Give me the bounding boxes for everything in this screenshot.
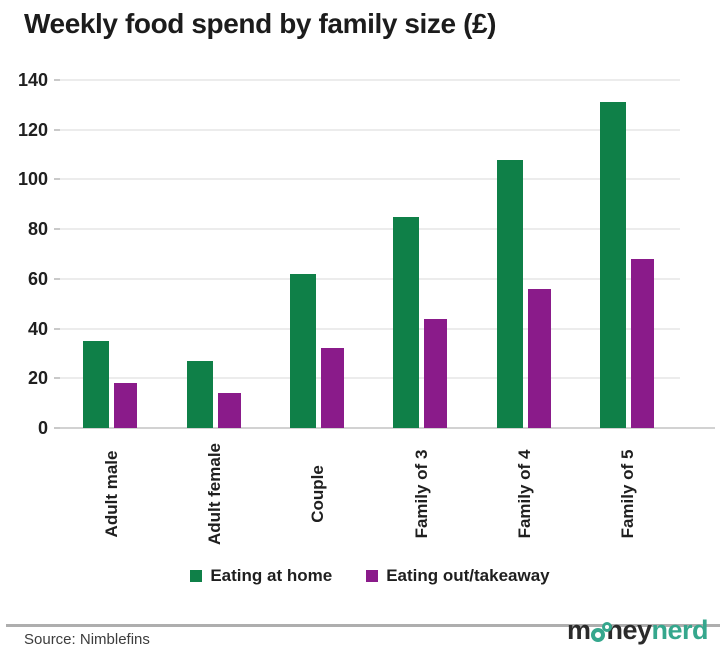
bar-eating-out-takeaway-family-of-4 [527,288,551,428]
y-axis-tick-20 [54,377,60,380]
bar-chart-plot-area: 0 20 40 60 80 100 120 140 Adult male Adult female… [17,70,715,546]
logo-text-nerd: nerd [651,615,708,645]
y-axis-label-80: 80 [27,219,48,240]
x-axis-label-text: Family of 5 [618,449,638,539]
bar-eating-out-takeaway-family-of-3 [424,318,448,428]
y-axis-tick-40 [54,327,60,330]
x-axis-label-text: Adult female [205,442,224,546]
x-axis-label-text: Couple [308,465,328,523]
legend-item-eating-out-takeaway: Eating out/takeaway [366,566,550,586]
gridline-y-120 [60,128,680,131]
legend-swatch-icon [366,570,379,582]
y-axis-label-40: 40 [27,318,48,339]
logo-text-m: m [566,615,591,645]
chart-legend: Eating at home Eating out/takeaway [60,566,680,586]
gridline-y-60 [60,277,680,280]
y-axis-label-20: 20 [27,368,48,389]
legend-item-eating-at-home: Eating at home [190,566,332,586]
bar-eating-out-takeaway-couple [320,348,344,428]
moneynerd-logo: m ney nerd [566,615,709,646]
y-axis-tick-140 [54,79,60,81]
x-axis-label-text: Family of 3 [411,449,431,539]
y-axis-label-140: 140 [17,70,48,90]
bar-eating-at-home-adult-female [186,360,213,428]
gridline-y-140 [60,79,680,81]
logo-text-ney: ney [606,615,652,645]
footer-divider [6,624,720,627]
source-attribution: Source: Nimblefins [24,631,150,648]
bar-eating-out-takeaway-adult-female [217,393,241,428]
y-axis-label-0: 0 [37,418,48,438]
x-axis-line [55,427,715,429]
y-axis-tick-0 [54,427,60,429]
x-axis-label-text: Adult male [101,450,121,538]
y-axis-tick-100 [54,178,60,181]
gridline-y-80 [60,228,680,231]
bar-eating-at-home-couple [289,273,316,428]
gridline-y-100 [60,178,680,181]
logo-o-ring-icon [591,621,613,642]
bar-eating-out-takeaway-family-of-5 [630,258,654,428]
bar-eating-at-home-family-of-5 [599,102,626,428]
bar-eating-out-takeaway-adult-male [114,383,138,428]
x-axis-label-text: Family of 4 [515,449,534,539]
y-axis-label-100: 100 [17,169,48,190]
bar-eating-at-home-family-of-3 [393,216,420,428]
legend-swatch-icon [190,570,203,582]
gridline-y-40 [60,327,680,330]
gridline-y-20 [60,377,680,380]
logo-small-ring-icon [602,621,613,632]
legend-label: Eating at home [210,566,333,585]
y-axis-tick-120 [54,128,60,131]
legend-label: Eating out/takeaway [386,566,550,585]
chart-title: Weekly food spend by family size (£) [24,8,497,39]
bar-eating-at-home-family-of-4 [496,159,523,428]
bar-eating-at-home-adult-male [83,341,110,428]
y-axis-label-60: 60 [27,268,48,289]
y-axis-tick-80 [54,228,60,231]
y-axis-tick-60 [54,277,60,280]
y-axis-label-120: 120 [17,119,48,140]
